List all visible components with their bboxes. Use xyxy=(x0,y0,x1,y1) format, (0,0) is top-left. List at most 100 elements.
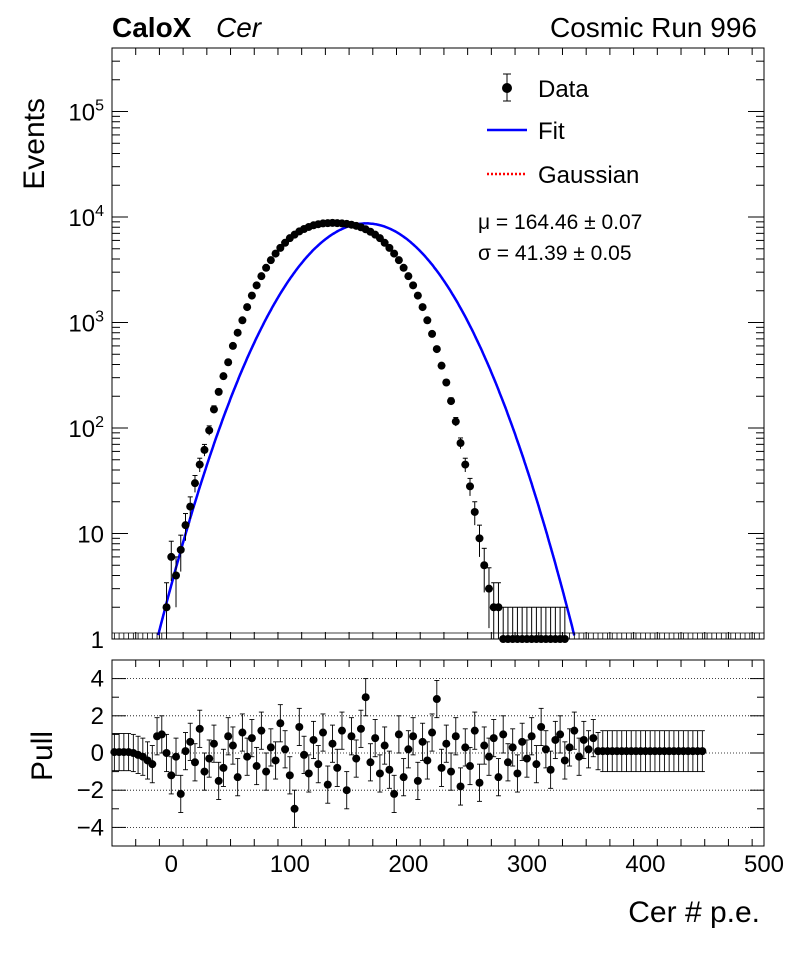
pull-point xyxy=(276,704,285,743)
pull-point-marker xyxy=(399,773,408,782)
data-point-marker xyxy=(484,584,493,593)
pull-point xyxy=(556,715,565,754)
pull-point-marker xyxy=(442,739,451,748)
data-point-marker xyxy=(494,603,503,612)
data-point xyxy=(262,263,271,272)
pull-point-marker xyxy=(541,745,550,754)
data-point xyxy=(257,272,266,281)
pull-point-marker xyxy=(371,734,380,743)
pull-point xyxy=(698,730,707,773)
pull-point xyxy=(195,709,204,748)
pull-point-marker xyxy=(537,722,546,731)
data-point-marker xyxy=(238,316,247,325)
pull-point xyxy=(257,711,266,750)
pull-point xyxy=(219,748,228,787)
pull-point xyxy=(172,737,181,776)
data-point-marker xyxy=(167,552,176,561)
pull-point xyxy=(252,746,261,786)
pull-point xyxy=(484,737,493,776)
pull-point xyxy=(551,720,560,760)
pull-point-marker xyxy=(257,726,266,735)
pull-point-marker xyxy=(361,693,370,702)
x-axis-label: Cer # p.e. xyxy=(628,896,760,929)
pull-point-marker xyxy=(162,749,171,757)
pull-point xyxy=(181,732,190,771)
pull-point xyxy=(494,758,503,797)
pull-y-tick-label: −2 xyxy=(77,777,104,804)
data-point xyxy=(252,281,261,290)
pull-point xyxy=(589,719,598,758)
data-point-marker xyxy=(233,328,242,337)
data-point-marker xyxy=(413,291,422,300)
data-point xyxy=(418,303,427,312)
pull-point xyxy=(522,739,531,778)
pull-point xyxy=(190,743,199,782)
data-point-marker xyxy=(399,263,408,272)
data-point xyxy=(200,443,209,457)
pull-axis-label: Pull xyxy=(26,731,59,781)
pull-point-marker xyxy=(195,724,204,733)
experiment-label: CaloX xyxy=(112,12,192,43)
pull-point-marker xyxy=(484,752,493,761)
pull-point-marker xyxy=(214,776,223,785)
pull-point xyxy=(228,726,237,765)
legend-data-marker xyxy=(502,83,512,93)
data-point xyxy=(394,256,403,265)
x-tick-labels: 0 100 200 300 400 500 xyxy=(165,851,784,878)
pull-point xyxy=(518,722,527,761)
pull-point-marker xyxy=(281,745,290,754)
data-point xyxy=(442,378,451,387)
data-point xyxy=(233,328,242,337)
pull-point-marker xyxy=(470,726,479,735)
data-point xyxy=(447,397,456,406)
data-point xyxy=(162,582,171,639)
data-point xyxy=(428,329,437,338)
pull-point-marker xyxy=(461,743,470,752)
data-points-layer xyxy=(162,218,569,643)
pull-point-marker xyxy=(356,724,365,733)
pull-point-marker xyxy=(494,773,503,782)
pull-point-marker xyxy=(328,739,337,748)
data-point xyxy=(228,341,237,350)
pull-point xyxy=(570,711,579,750)
pull-point xyxy=(319,713,328,752)
data-point xyxy=(276,243,285,252)
pull-point xyxy=(404,730,413,769)
pull-y-tick-label: −4 xyxy=(77,814,104,841)
pull-point xyxy=(361,678,370,717)
pull-point-marker xyxy=(266,743,275,752)
pull-point-marker xyxy=(413,776,422,785)
pull-point xyxy=(527,717,536,756)
data-point xyxy=(181,513,190,541)
pull-point xyxy=(186,722,195,761)
pull-point-marker xyxy=(513,769,522,778)
pull-point-marker xyxy=(285,771,294,780)
pull-point xyxy=(337,711,346,750)
pull-point-marker xyxy=(546,765,555,774)
data-point-marker xyxy=(224,358,233,367)
pull-point-marker xyxy=(466,762,475,771)
pull-point xyxy=(399,758,408,797)
pull-point-marker xyxy=(224,732,233,741)
pull-point xyxy=(262,752,271,791)
data-point xyxy=(266,256,275,265)
pull-point-marker xyxy=(522,754,531,763)
pull-point-marker xyxy=(589,734,598,743)
pull-point-marker xyxy=(551,735,560,744)
pull-point xyxy=(143,741,152,780)
data-point-marker xyxy=(243,303,252,312)
pull-point-marker xyxy=(176,789,185,798)
legend-label-data: Data xyxy=(538,76,589,103)
data-point xyxy=(238,316,247,325)
main-y-tick-label: 104 xyxy=(68,203,104,232)
pull-point-marker xyxy=(181,747,190,756)
pull-point xyxy=(347,717,356,756)
main-y-tick-labels: 1 10 102 103 104 105 xyxy=(68,98,104,654)
main-y-tick-label: 10 xyxy=(77,522,104,549)
pull-y-tick-label: 2 xyxy=(91,703,104,730)
pull-point xyxy=(475,763,484,802)
pull-point xyxy=(541,730,550,769)
data-point-marker xyxy=(176,545,185,554)
data-point-marker xyxy=(404,272,413,281)
pull-point-marker xyxy=(172,752,181,761)
